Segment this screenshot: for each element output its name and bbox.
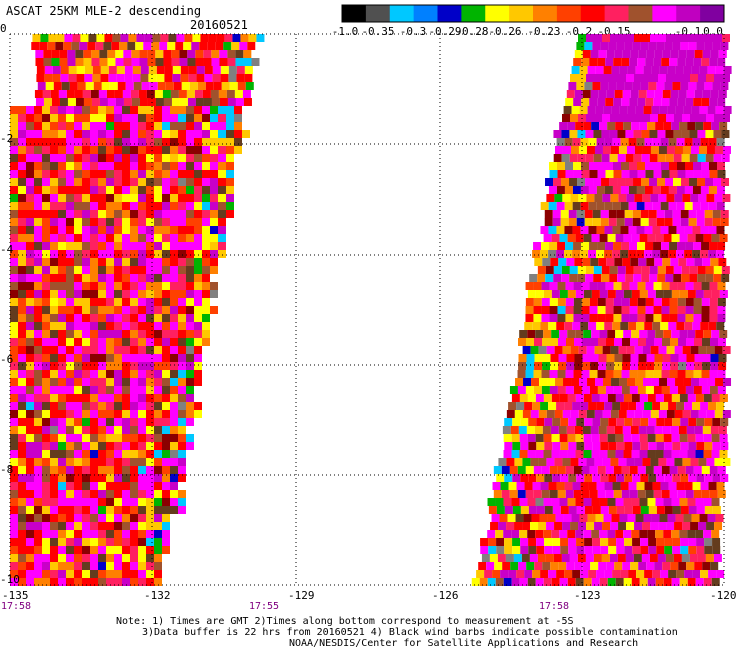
colorbar-label: -0.35 (361, 25, 395, 38)
x-tick-label: -126 (432, 589, 459, 602)
colorbar-label: -0.3 (399, 25, 427, 38)
colorbar-segment (652, 5, 677, 22)
colorbar (341, 4, 725, 23)
x-tick-label: -120 (710, 589, 737, 602)
colorbar-segment (389, 5, 415, 22)
colorbar-segment (676, 5, 701, 22)
colorbar-segment (628, 5, 653, 22)
x-tick-label: -135 (2, 589, 29, 602)
note-line-1: Note: 1) Times are GMT 2)Times along bot… (116, 616, 574, 627)
y-tick-label: 0 (0, 22, 7, 35)
y-tick-label: -4 (0, 243, 14, 256)
colorbar-segment (413, 5, 439, 22)
swath-cells (10, 34, 732, 586)
note-line-2: 3)Data buffer is 22 hrs from 20160521 4)… (142, 627, 678, 638)
x-tick-label: -129 (288, 589, 315, 602)
colorbar-label: -0.28 (455, 25, 489, 38)
colorbar-segment (485, 5, 510, 22)
map-date: 20160521 (190, 18, 248, 32)
map-title: ASCAT 25KM MLE-2 descending (6, 4, 202, 18)
y-tick-label: -8 (0, 463, 14, 476)
colorbar-label: -1.0 (331, 25, 359, 38)
colorbar-label: -0.29 (428, 25, 462, 38)
colorbar-segment (580, 5, 606, 22)
time-label-left: 17:58 (0, 601, 32, 612)
time-label-center: 17:55 (248, 601, 280, 612)
colorbar-segment (461, 5, 486, 22)
note-line-3: NOAA/NESDIS/Center for Satellite Applica… (289, 638, 639, 649)
colorbar-label: -0.23 (527, 25, 561, 38)
colorbar-segment (365, 5, 391, 22)
colorbar-segment (700, 5, 725, 22)
y-tick-label: -2 (0, 132, 14, 145)
x-tick-label: -132 (144, 589, 171, 602)
colorbar-segment (604, 5, 630, 22)
colorbar-segment (533, 5, 558, 22)
y-tick-label: -10 (0, 573, 20, 586)
colorbar-segment (437, 5, 462, 22)
colorbar-segment (556, 5, 582, 22)
colorbar-label: -0.26 (488, 25, 522, 38)
y-tick-label: -6 (0, 353, 14, 366)
time-label-right: 17:58 (538, 601, 570, 612)
colorbar-segment (509, 5, 534, 22)
x-tick-label: -123 (574, 589, 601, 602)
colorbar-segment (342, 5, 367, 22)
